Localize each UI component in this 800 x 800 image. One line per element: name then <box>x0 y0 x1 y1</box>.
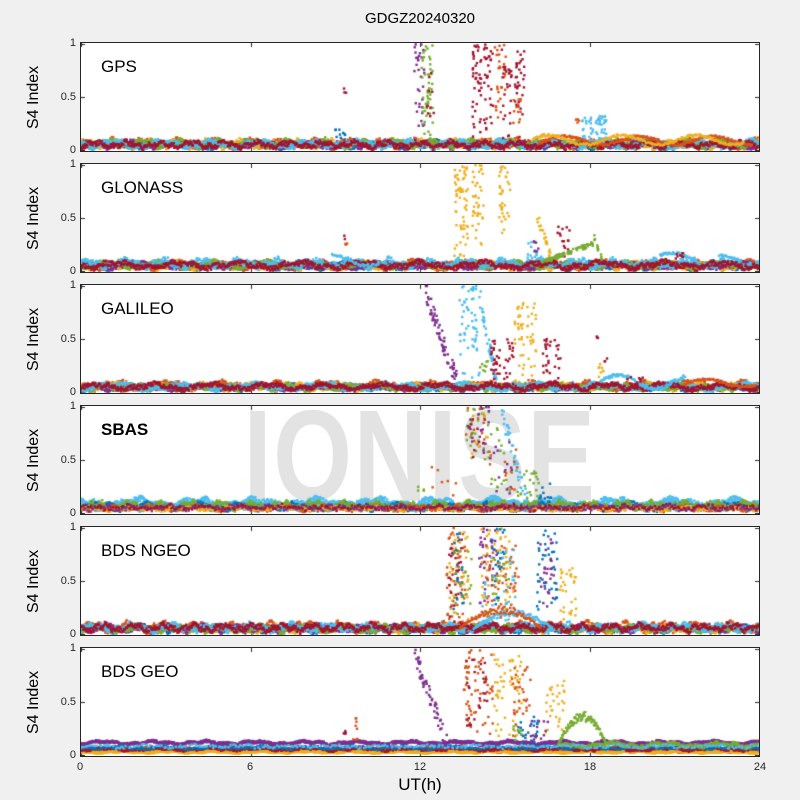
y-tick-label: 1 <box>69 158 76 170</box>
y-tick-label: 0 <box>69 749 76 761</box>
x-tick-label: 24 <box>753 761 767 773</box>
y-tick-label: 0 <box>69 265 76 277</box>
subplot-bds-geo: S4 Index 1 0.5 0 BDS GEO <box>25 642 760 761</box>
x-tick-label: 0 <box>76 761 84 773</box>
y-tick-label: 0.5 <box>60 454 76 466</box>
subplot-bds-ngeo: S4 Index 1 0.5 0 BDS NGEO <box>25 521 760 640</box>
y-tick-label: 0.5 <box>60 575 76 587</box>
panel-label-galileo: GALILEO <box>101 299 174 318</box>
y-tick-label: 0.5 <box>60 696 76 708</box>
panel-label-bds-geo: BDS GEO <box>101 662 179 681</box>
y-tick-label: 0 <box>69 386 76 398</box>
panel-label-gps: GPS <box>101 57 137 76</box>
x-tick-label: 12 <box>413 761 427 773</box>
y-tick-label: 1 <box>69 400 76 412</box>
y-tick-label: 0 <box>69 507 76 519</box>
subplot-gps: S4 Index 1 0.5 0 GPS <box>25 37 760 156</box>
subplot-glonass: S4 Index 1 0.5 0 GLONASS <box>25 158 760 277</box>
panel-label-bds-ngeo: BDS NGEO <box>101 541 191 560</box>
y-tick-label: 1 <box>69 37 76 49</box>
y-tick-label: 1 <box>69 642 76 654</box>
x-tick-label: 6 <box>246 761 254 773</box>
panel-label-glonass: GLONASS <box>101 178 184 197</box>
subplot-sbas: S4 Index 1 0.5 0 IONISE SBAS <box>25 400 760 519</box>
figure-title: GDGZ20240320 <box>364 10 476 27</box>
y-tick-label: 0 <box>69 628 76 640</box>
y-tick-label: 1 <box>69 521 76 533</box>
y-tick-label: 0.5 <box>60 333 76 345</box>
scatter-canvas-glonass <box>81 164 759 272</box>
scatter-canvas-bds-ngeo <box>81 527 759 635</box>
y-tick-label: 1 <box>69 279 76 291</box>
scatter-canvas-sbas <box>81 406 759 514</box>
y-tick-label: 0.5 <box>60 91 76 103</box>
y-tick-label: 0 <box>69 144 76 156</box>
x-tick-label: 18 <box>583 761 597 773</box>
x-axis-label: UT(h) <box>398 775 442 794</box>
subplot-galileo: S4 Index 1 0.5 0 GALILEO <box>25 279 760 398</box>
y-tick-label: 0.5 <box>60 212 76 224</box>
scatter-canvas-bds-geo <box>81 648 759 756</box>
panel-label-sbas: SBAS <box>101 420 149 439</box>
scatter-canvas-galileo <box>81 285 759 393</box>
scatter-canvas-gps <box>81 43 759 151</box>
